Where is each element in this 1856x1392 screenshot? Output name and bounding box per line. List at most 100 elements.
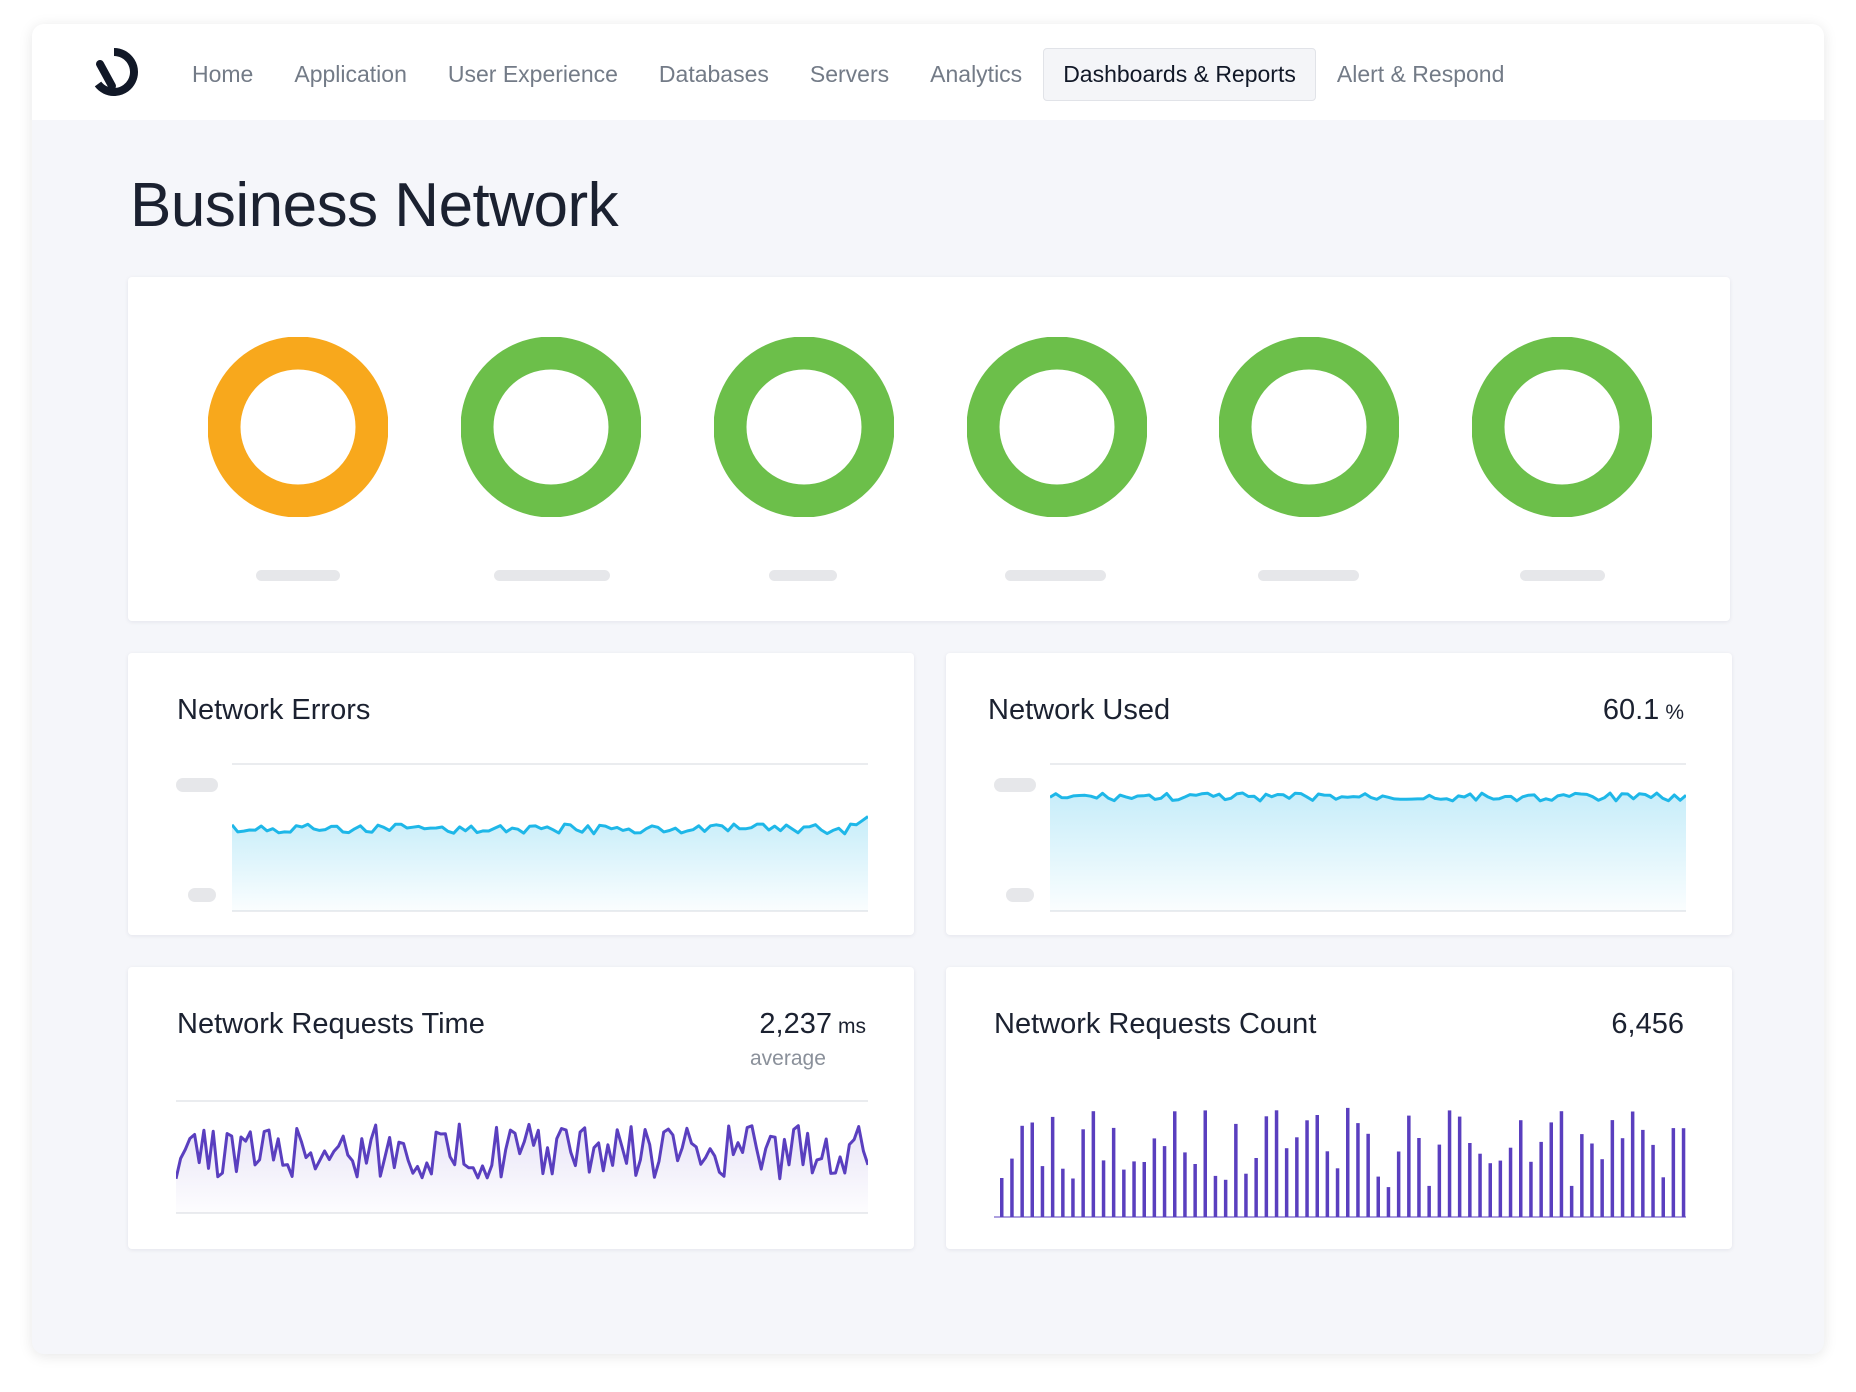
bar — [1152, 1138, 1157, 1217]
status-ring-2[interactable] — [461, 337, 641, 517]
bar — [1101, 1160, 1106, 1217]
bar — [1040, 1166, 1045, 1217]
bar — [1508, 1147, 1513, 1217]
ring-4-circle — [967, 337, 1147, 517]
ring-5-circle — [1219, 337, 1399, 517]
bar — [1142, 1162, 1146, 1217]
series-line — [176, 1122, 868, 1181]
bar — [1050, 1116, 1055, 1217]
y-axis-min-placeholder — [188, 888, 216, 902]
bar — [1234, 1123, 1238, 1217]
status-label-placeholder-1 — [256, 570, 340, 581]
bar — [1661, 1177, 1665, 1217]
bar — [1529, 1161, 1533, 1217]
bar — [1111, 1127, 1116, 1217]
top-navigation-bar: Home Application User Experience Databas… — [32, 24, 1824, 120]
network-requests-time-chart — [176, 1099, 868, 1219]
nav-item-analytics[interactable]: Analytics — [930, 60, 1023, 87]
bar — [1457, 1116, 1462, 1217]
bar — [1274, 1110, 1279, 1217]
ring-3-circle — [714, 337, 894, 517]
network-used-chart — [1050, 753, 1686, 915]
bar — [1223, 1179, 1228, 1217]
bar — [1478, 1153, 1482, 1217]
y-axis-min-placeholder — [1006, 888, 1034, 902]
nav-item-databases[interactable]: Databases — [658, 60, 769, 87]
bar — [1284, 1148, 1289, 1217]
bar — [1651, 1144, 1655, 1217]
app-window: Home Application User Experience Databas… — [32, 24, 1824, 1354]
network-errors-card[interactable]: Network Errors — [128, 653, 914, 935]
y-axis-max-placeholder — [176, 778, 218, 792]
bar — [1641, 1129, 1645, 1217]
bar — [1498, 1160, 1503, 1217]
network-used-value: 60.1% — [1603, 694, 1684, 727]
y-axis-max-placeholder — [994, 778, 1036, 792]
ring-1-circle — [208, 337, 388, 517]
nav-item-alert-respond[interactable]: Alert & Respond — [1336, 60, 1505, 87]
bar — [1549, 1122, 1553, 1217]
nav-item-servers[interactable]: Servers — [809, 60, 890, 87]
network-requests-count-card[interactable]: Network Requests Count 6,456 — [946, 967, 1732, 1249]
bar — [1630, 1111, 1635, 1217]
series-line — [232, 815, 868, 836]
network-requests-count-title: Network Requests Count — [994, 1008, 1317, 1040]
requests-time-unit: ms — [838, 1015, 866, 1038]
nav-item-application[interactable]: Application — [294, 60, 407, 87]
bar — [1264, 1116, 1269, 1217]
bar — [1559, 1111, 1564, 1217]
area-fill — [232, 816, 868, 911]
bar — [1132, 1161, 1136, 1217]
bar — [1000, 1178, 1004, 1217]
status-label-placeholder-4 — [1005, 570, 1106, 581]
bar — [1173, 1111, 1177, 1217]
bar — [1244, 1173, 1248, 1217]
status-label-placeholder-6 — [1520, 570, 1605, 581]
bar — [1396, 1151, 1401, 1217]
status-ring-4[interactable] — [967, 337, 1147, 517]
bar — [1437, 1144, 1442, 1217]
status-ring-6[interactable] — [1472, 337, 1652, 517]
network-used-card[interactable]: Network Used 60.1% — [946, 653, 1732, 935]
bar — [1305, 1120, 1309, 1217]
bar — [1366, 1133, 1370, 1217]
network-requests-time-value: 2,237 ms — [759, 1008, 866, 1041]
brand-logo-icon[interactable] — [90, 48, 138, 96]
bar — [1539, 1141, 1543, 1217]
bar — [1193, 1164, 1197, 1217]
status-ring-1[interactable] — [208, 337, 388, 517]
bar — [1681, 1128, 1686, 1217]
bar — [1020, 1125, 1024, 1217]
status-label-placeholder-2 — [494, 570, 610, 581]
bar — [1203, 1110, 1207, 1217]
bar — [1030, 1122, 1034, 1217]
bar — [1519, 1120, 1523, 1217]
bar — [1407, 1115, 1411, 1217]
bar — [1600, 1159, 1604, 1217]
requests-time-subtitle: average — [750, 1047, 826, 1070]
network-requests-count-chart — [994, 1097, 1686, 1219]
bar — [1386, 1187, 1391, 1217]
bar — [1010, 1158, 1014, 1217]
bar — [1620, 1138, 1625, 1217]
nav-item-user-experience[interactable]: User Experience — [447, 60, 618, 87]
bar — [1488, 1163, 1492, 1217]
bar — [1417, 1138, 1421, 1217]
bar — [1590, 1143, 1594, 1217]
network-requests-time-card[interactable]: Network Requests Time 2,237 ms average — [128, 967, 914, 1249]
nav-item-dashboards-reports[interactable]: Dashboards & Reports — [1043, 47, 1316, 101]
bar — [1081, 1129, 1085, 1217]
network-used-unit: % — [1665, 701, 1684, 724]
status-ring-3[interactable] — [714, 337, 894, 517]
bar — [1356, 1123, 1360, 1217]
nav-item-home[interactable]: Home — [192, 60, 254, 87]
status-ring-5[interactable] — [1219, 337, 1399, 517]
status-overview-card — [128, 277, 1730, 621]
network-used-title: Network Used — [988, 694, 1171, 726]
requests-time-number: 2,237 — [759, 1008, 832, 1040]
bar — [1447, 1110, 1452, 1217]
series-line — [1050, 791, 1686, 803]
bar — [1071, 1178, 1075, 1217]
bar — [1346, 1107, 1350, 1217]
bar — [1254, 1158, 1258, 1217]
